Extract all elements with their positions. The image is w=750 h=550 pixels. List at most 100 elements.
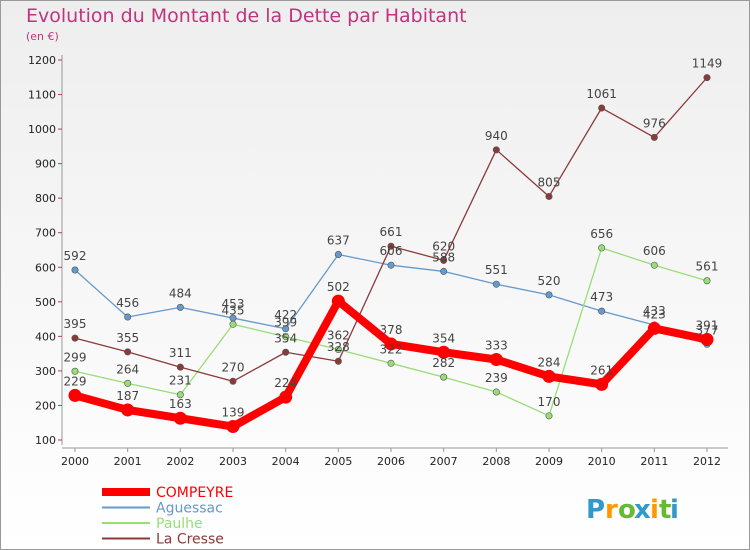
- data-label: 620: [432, 239, 455, 253]
- data-label: 551: [485, 263, 508, 277]
- data-label: 328: [327, 340, 350, 354]
- data-label: 354: [274, 331, 297, 345]
- data-point: [545, 412, 553, 420]
- y-tick-label: 1000: [28, 123, 56, 136]
- y-tick-label: 300: [35, 365, 56, 378]
- data-point: [68, 388, 82, 402]
- data-point: [542, 369, 556, 383]
- data-point: [282, 333, 290, 341]
- x-tick-label: 2004: [272, 455, 300, 468]
- data-label: 1149: [692, 57, 723, 71]
- data-label: 588: [432, 250, 455, 264]
- data-label: 484: [169, 286, 192, 300]
- x-tick-label: 2007: [430, 455, 458, 468]
- data-point: [598, 307, 606, 315]
- axes: 100 200 300 400 500 600 700 800 900 1000 1100 1200 2…: [28, 54, 728, 468]
- data-point: [437, 345, 451, 359]
- data-point: [598, 104, 606, 112]
- data-label: 264: [116, 362, 139, 376]
- y-tick-label: 100: [35, 434, 56, 447]
- data-label: 282: [432, 356, 455, 370]
- x-tick-label: 2002: [166, 455, 194, 468]
- data-label: 355: [116, 331, 139, 345]
- data-label: 231: [169, 374, 192, 388]
- data-point: [334, 250, 342, 258]
- data-labels: 592 456 484 453 422 637 606 588 551 520 473 433 377 2…: [64, 57, 723, 420]
- data-label: 435: [222, 303, 245, 317]
- data-point: [387, 242, 395, 250]
- x-tick-label: 2009: [535, 455, 563, 468]
- x-tick-label: 2008: [482, 455, 510, 468]
- data-label: 433: [643, 304, 666, 318]
- data-point: [176, 303, 184, 311]
- y-tick-label: 500: [35, 296, 56, 309]
- data-point: [334, 345, 342, 353]
- data-point: [279, 390, 293, 404]
- data-point: [176, 391, 184, 399]
- data-point: [700, 332, 714, 346]
- data-point: [282, 348, 290, 356]
- data-label: 333: [485, 339, 508, 353]
- brand-letter: x: [634, 495, 651, 525]
- data-label: 224: [274, 376, 297, 390]
- data-point: [226, 420, 240, 434]
- data-label: 261: [590, 363, 613, 377]
- data-point: [489, 353, 503, 367]
- data-label: 1061: [586, 87, 617, 101]
- data-point: [384, 337, 398, 351]
- series-layer: [68, 74, 714, 434]
- data-label: 561: [696, 260, 719, 274]
- data-point: [173, 411, 187, 425]
- chart-title: Evolution du Montant de la Dette par Hab…: [26, 5, 467, 27]
- x-tick-label: 2005: [324, 455, 352, 468]
- data-label: 163: [169, 397, 192, 411]
- data-point: [71, 367, 79, 375]
- data-point: [492, 388, 500, 396]
- data-label: 311: [169, 346, 192, 360]
- data-label: 170: [538, 395, 561, 409]
- legend-label: La Cresse: [156, 532, 224, 548]
- brand-letter: t: [659, 495, 671, 525]
- data-point: [650, 261, 658, 269]
- data-label: 520: [538, 274, 561, 288]
- x-tick-label: 2010: [588, 455, 616, 468]
- data-label: 395: [64, 317, 87, 331]
- data-label: 606: [643, 244, 666, 258]
- data-label: 422: [274, 308, 297, 322]
- data-label: 473: [590, 290, 613, 304]
- x-tick-label: 2003: [219, 455, 247, 468]
- x-tick-label: 2006: [377, 455, 405, 468]
- data-point: [703, 277, 711, 285]
- brand-letter: P: [586, 495, 605, 525]
- data-label: 423: [643, 307, 666, 321]
- data-label: 606: [380, 244, 403, 258]
- data-point: [440, 267, 448, 275]
- data-point: [647, 321, 661, 335]
- data-point: [71, 266, 79, 274]
- data-label: 322: [380, 342, 403, 356]
- data-point: [282, 325, 290, 333]
- data-label: 637: [327, 233, 350, 247]
- data-label: 805: [538, 175, 561, 189]
- data-label: 976: [643, 116, 666, 130]
- legend-label: Paulhe: [156, 516, 203, 532]
- data-label: 139: [222, 406, 245, 420]
- data-label: 456: [116, 296, 139, 310]
- y-tick-label: 600: [35, 261, 56, 274]
- data-point: [229, 320, 237, 328]
- data-point: [440, 256, 448, 264]
- data-point: [124, 379, 132, 387]
- legend-label: COMPEYRE: [156, 485, 233, 501]
- data-point: [71, 334, 79, 342]
- data-label: 502: [327, 280, 350, 294]
- data-point: [387, 261, 395, 269]
- data-label: 354: [432, 331, 455, 345]
- data-point: [124, 313, 132, 321]
- data-point: [124, 348, 132, 356]
- brand-letter: i: [670, 495, 679, 525]
- data-label: 362: [327, 328, 350, 342]
- data-label: 592: [64, 249, 87, 263]
- data-label: 656: [590, 227, 613, 241]
- data-label: 391: [696, 318, 719, 332]
